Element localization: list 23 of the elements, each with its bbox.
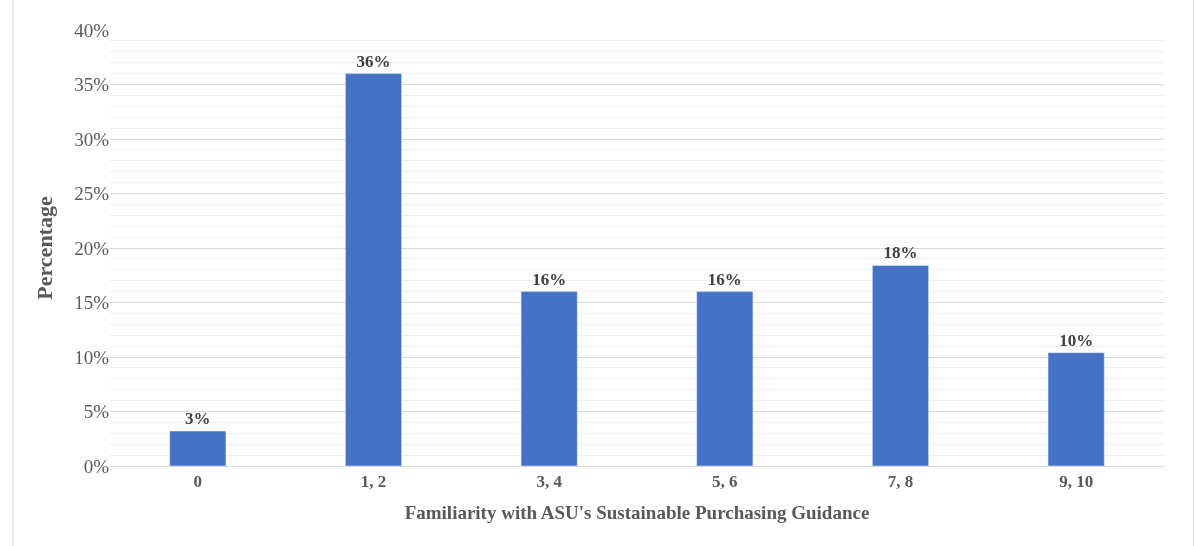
x-tick-label: 1, 2 <box>360 472 387 492</box>
y-tick-label: 30% <box>74 128 110 150</box>
x-tick-label: 3, 4 <box>536 472 563 492</box>
data-label: 10% <box>1059 330 1094 350</box>
y-tick-label: 5% <box>83 401 110 423</box>
x-tick-label: 0 <box>193 472 203 492</box>
data-label: 16% <box>707 269 742 289</box>
y-axis-title: Percentage <box>31 196 57 300</box>
data-label: 3% <box>185 409 211 429</box>
x-axis-title: Familiarity with ASU's Sustainable Purchasing Guidance <box>404 502 870 524</box>
y-tick-label: 0% <box>83 455 110 477</box>
y-tick-label: 10% <box>74 346 110 368</box>
x-tick-label: 5, 6 <box>712 472 738 492</box>
y-tick-label: 25% <box>74 183 110 205</box>
x-tick-label: 9, 10 <box>1059 472 1094 492</box>
data-label: 18% <box>883 243 918 263</box>
y-tick-label: 20% <box>74 237 110 259</box>
data-label: 36% <box>356 51 391 71</box>
x-tick-label: 7, 8 <box>887 472 914 492</box>
y-tick-label: 15% <box>74 292 110 314</box>
data-label: 16% <box>532 269 567 289</box>
y-tick-label: 40% <box>74 19 110 41</box>
y-tick-label: 35% <box>74 74 110 96</box>
